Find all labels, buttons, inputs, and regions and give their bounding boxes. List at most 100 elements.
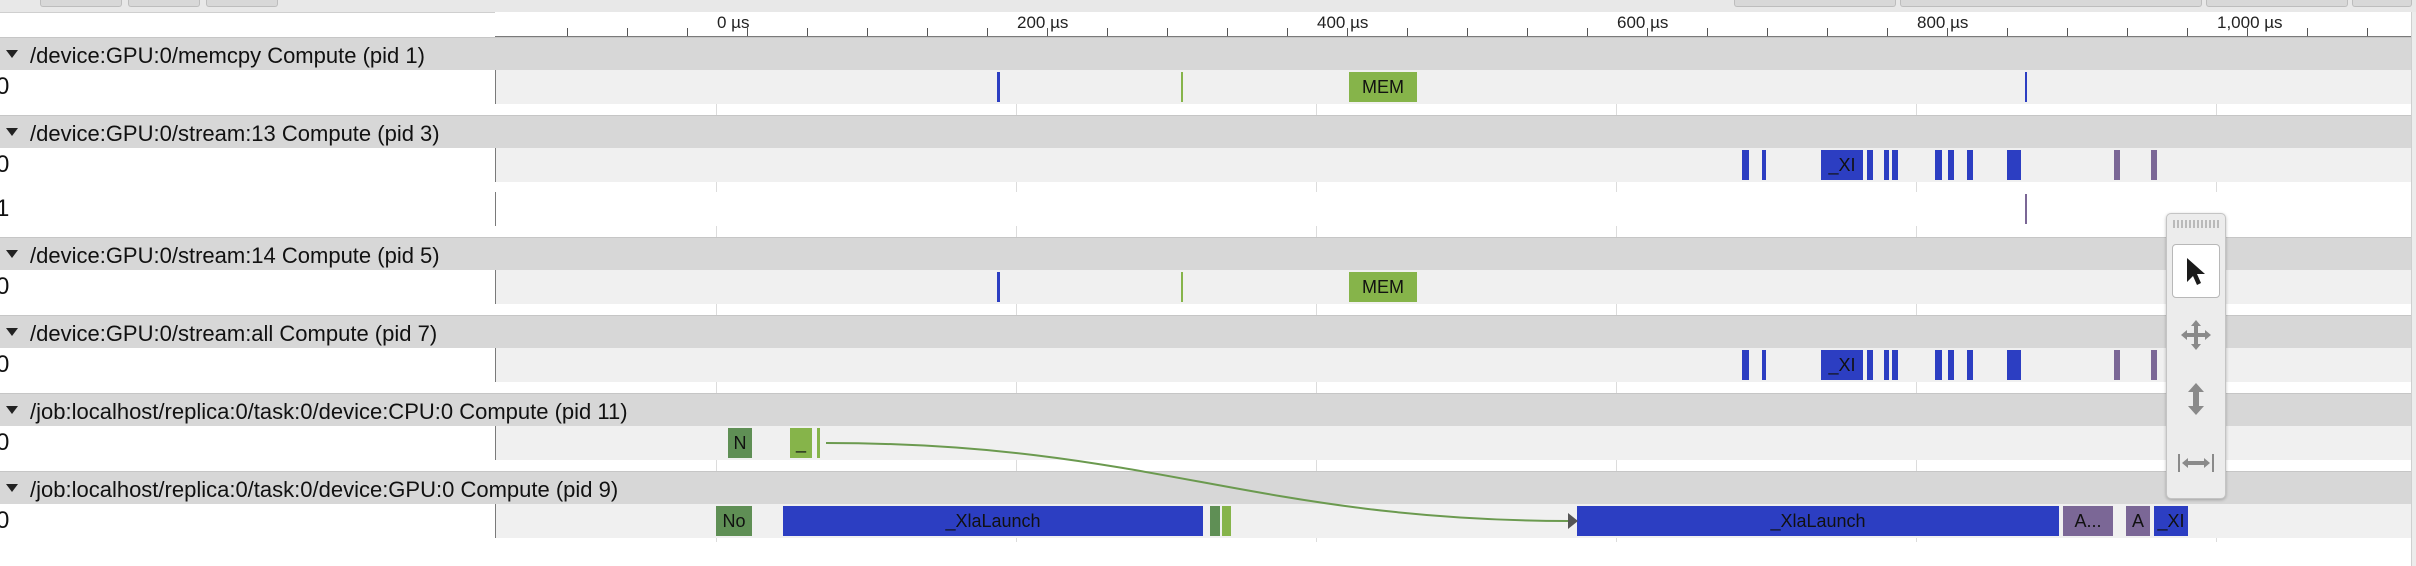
- trace-slice[interactable]: [2025, 194, 2027, 224]
- trace-slice[interactable]: [1762, 150, 1766, 180]
- thread-label: 0: [0, 270, 496, 304]
- ruler-minor-tick: [987, 28, 988, 36]
- ruler-label-1000: 1,000 µs: [2217, 13, 2283, 32]
- thread-label: 1: [0, 192, 496, 226]
- trace-slice[interactable]: [1892, 150, 1898, 180]
- arrow-cursor-icon: [2187, 258, 2205, 285]
- move-icon: [2181, 320, 2211, 350]
- collapse-caret-icon[interactable]: [6, 250, 18, 258]
- ruler-minor-tick: [1227, 28, 1228, 36]
- trace-slice[interactable]: [1742, 350, 1749, 380]
- trace-slice-no[interactable]: No: [716, 506, 752, 536]
- collapse-caret-icon[interactable]: [6, 484, 18, 492]
- trace-slice[interactable]: [2114, 150, 2120, 180]
- process-header-stream-all[interactable]: /device:GPU:0/stream:all Compute (pid 7): [0, 315, 2411, 348]
- zoom-tool-button[interactable]: [2172, 372, 2220, 426]
- process-header-cpu[interactable]: /job:localhost/replica:0/task:0/device:C…: [0, 393, 2411, 426]
- ruler-label-800: 800 µs: [1917, 13, 1969, 32]
- toolbar-button[interactable]: [206, 0, 278, 7]
- trace-slice[interactable]: [1210, 506, 1220, 536]
- trace-slice-a-ellipsis[interactable]: A...: [2063, 506, 2113, 536]
- trace-slice-xi[interactable]: _XI: [1821, 150, 1863, 180]
- pan-tool-button[interactable]: [2172, 308, 2220, 362]
- selection-tool-button[interactable]: [2172, 244, 2220, 298]
- collapse-caret-icon[interactable]: [6, 50, 18, 58]
- trace-slice-a[interactable]: A: [2126, 506, 2150, 536]
- trace-slice[interactable]: [1222, 506, 1231, 536]
- timing-tool-button[interactable]: [2172, 436, 2220, 490]
- toolbar-field[interactable]: [2352, 0, 2412, 7]
- trace-slice-xi[interactable]: _XI: [1821, 350, 1863, 380]
- process-header-memcpy[interactable]: /device:GPU:0/memcpy Compute (pid 1): [0, 37, 2411, 70]
- toolbar-field[interactable]: [1900, 0, 2202, 7]
- trace-slice[interactable]: [2007, 150, 2021, 180]
- ruler-label-0: 0 µs: [717, 13, 750, 32]
- trace-slice[interactable]: [1762, 350, 1766, 380]
- trace-slice-underscore[interactable]: _: [790, 428, 812, 458]
- trace-slice[interactable]: [2114, 350, 2120, 380]
- trace-slice[interactable]: [2151, 150, 2157, 180]
- ruler-minor-tick: [927, 28, 928, 36]
- process-header-stream13[interactable]: /device:GPU:0/stream:13 Compute (pid 3): [0, 115, 2411, 148]
- thread-row: 0 _XI: [0, 148, 2411, 182]
- trace-slice[interactable]: [997, 72, 1000, 102]
- trace-slice[interactable]: [1867, 150, 1873, 180]
- trace-slice[interactable]: [1935, 350, 1942, 380]
- toolbar-button[interactable]: [40, 0, 122, 7]
- trace-slice[interactable]: [1948, 350, 1954, 380]
- trace-slice[interactable]: [1935, 150, 1942, 180]
- thread-row: 0 N _: [0, 426, 2411, 460]
- trace-slice[interactable]: [1181, 272, 1183, 302]
- trace-slice[interactable]: [1867, 350, 1873, 380]
- trace-slice[interactable]: [1181, 72, 1183, 102]
- trace-slice[interactable]: [1967, 150, 1973, 180]
- ruler-minor-tick: [1587, 28, 1588, 36]
- trace-slice[interactable]: [817, 428, 820, 458]
- trace-slice[interactable]: [1948, 150, 1954, 180]
- process-header-gpu[interactable]: /job:localhost/replica:0/task:0/device:G…: [0, 471, 2411, 504]
- collapse-caret-icon[interactable]: [6, 128, 18, 136]
- ruler-minor-tick: [1347, 28, 1348, 36]
- process-title: /device:GPU:0/stream:14 Compute (pid 5): [30, 243, 440, 268]
- thread-label: 0: [0, 348, 496, 382]
- ruler-label-400: 400 µs: [1317, 13, 1369, 32]
- ruler-minor-tick: [2367, 28, 2368, 36]
- thread-track: MEM: [496, 270, 2411, 304]
- ruler-label-200: 200 µs: [1017, 13, 1069, 32]
- vertical-scrollbar[interactable]: [2411, 12, 2416, 566]
- collapse-caret-icon[interactable]: [6, 328, 18, 336]
- trace-slice[interactable]: [1884, 350, 1889, 380]
- trace-slice[interactable]: [997, 272, 1000, 302]
- ruler-minor-tick: [1827, 28, 1828, 36]
- trace-slice[interactable]: [2025, 72, 2027, 102]
- trace-slice[interactable]: [2007, 350, 2021, 380]
- drag-grip-icon[interactable]: [2173, 220, 2219, 228]
- ruler-minor-tick: [1647, 28, 1648, 36]
- horizontal-span-icon: [2178, 454, 2214, 472]
- trace-slice[interactable]: [2151, 350, 2157, 380]
- thread-label: 0: [0, 70, 496, 104]
- thread-label: 0: [0, 426, 496, 460]
- trace-slice-xlalaunch[interactable]: _XlaLaunch: [783, 506, 1203, 536]
- ruler-minor-tick: [2007, 28, 2008, 36]
- process-title: /job:localhost/replica:0/task:0/device:C…: [30, 399, 628, 424]
- trace-slice[interactable]: [1967, 350, 1973, 380]
- trace-slice[interactable]: [1742, 150, 1749, 180]
- trace-slice-mem[interactable]: MEM: [1349, 272, 1417, 302]
- toolbar-field[interactable]: [2206, 0, 2348, 7]
- trace-slice[interactable]: [1892, 350, 1898, 380]
- process-header-stream14[interactable]: /device:GPU:0/stream:14 Compute (pid 5): [0, 237, 2411, 270]
- trace-slice-xi[interactable]: _XI: [2154, 506, 2188, 536]
- trace-slice-mem[interactable]: MEM: [1349, 72, 1417, 102]
- thread-row: 0 MEM: [0, 270, 2411, 304]
- toolbar-field[interactable]: [1734, 0, 1896, 7]
- thread-track: [496, 192, 2411, 226]
- trace-slice-n[interactable]: N: [728, 428, 752, 458]
- ruler-minor-tick: [567, 28, 568, 36]
- thread-track: N _: [496, 426, 2411, 460]
- collapse-caret-icon[interactable]: [6, 406, 18, 414]
- ruler-minor-tick: [807, 28, 808, 36]
- toolbar-button[interactable]: [128, 0, 200, 7]
- trace-slice[interactable]: [1884, 150, 1889, 180]
- trace-slice-xlalaunch[interactable]: _XlaLaunch: [1577, 506, 2059, 536]
